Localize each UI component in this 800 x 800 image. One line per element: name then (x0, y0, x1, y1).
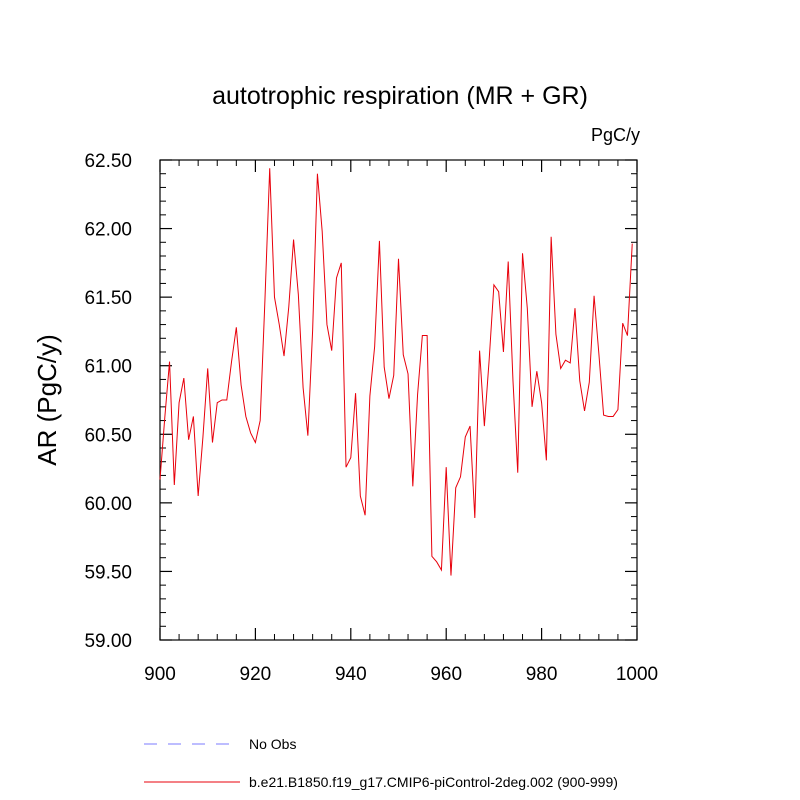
x-tick-label: 980 (526, 664, 558, 685)
series-line-ar (159, 168, 633, 576)
plot-frame (159, 159, 638, 641)
legend-label-ar-series: b.e21.B1850.f19_g17.CMIP6-piControl-2deg… (249, 774, 618, 790)
chart-title: autotrophic respiration (MR + GR) (212, 82, 588, 110)
y-axis-label: AR (PgC/y) (32, 334, 62, 465)
y-tick-label: 59.50 (84, 562, 132, 583)
y-tick-label: 62.00 (84, 220, 132, 241)
y-tick-label: 59.00 (84, 631, 132, 652)
x-tick-label: 940 (335, 664, 367, 685)
x-tick-label: 920 (240, 664, 272, 685)
units-label: PgC/y (591, 125, 640, 145)
x-tick-label: 1000 (616, 664, 658, 685)
axis-tick-labels: 900 920 940 960 980 1000 59.00 59.50 60.00 60.50 6… (84, 151, 658, 685)
x-tick-label: 900 (144, 664, 176, 685)
x-tick-label: 960 (430, 664, 462, 685)
y-tick-label: 60.00 (84, 494, 132, 515)
y-tick-label: 62.50 (84, 151, 132, 172)
y-tick-label: 60.50 (84, 425, 132, 446)
y-tick-label: 61.50 (84, 288, 132, 309)
legend: No Obs b.e21.B1850.f19_g17.CMIP6-piContr… (144, 736, 618, 790)
axis-ticks (159, 159, 638, 641)
legend-label-no-obs: No Obs (249, 736, 296, 752)
y-tick-label: 61.00 (84, 357, 132, 378)
